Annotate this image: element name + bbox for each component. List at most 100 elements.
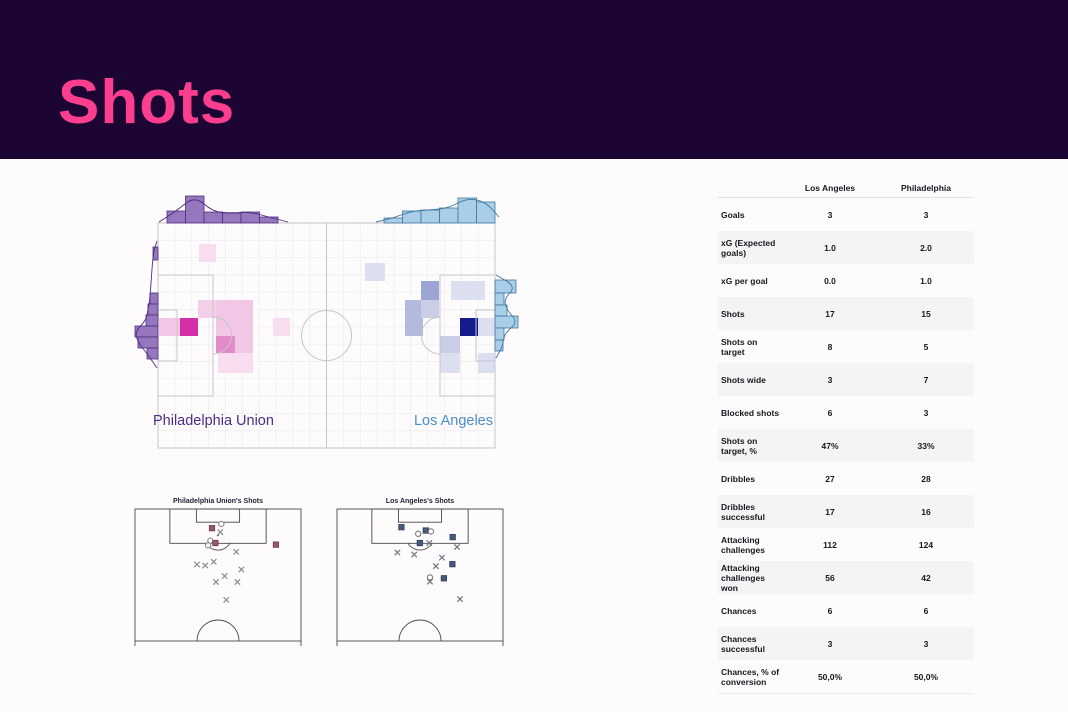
stat-value-los-angeles: 3 (827, 209, 833, 220)
home-team-label: Philadelphia Union (153, 413, 274, 429)
table-row: xG per goal 0.0 1.0 (718, 264, 974, 297)
stat-label: Dribbles successful (721, 501, 765, 522)
shot-marker-blocked (449, 561, 456, 568)
stat-label: Goals (721, 209, 745, 220)
shot-marker-miss (233, 548, 240, 556)
shot-marker-blocked (422, 527, 429, 534)
stat-label: xG (Expected goals) (721, 237, 776, 258)
stats-table-body: Goals 3 3 xG (Expected goals) 1.0 2.0 xG per g… (718, 198, 974, 693)
stat-value-philadelphia: 3 (923, 638, 929, 649)
shot-map-title: Philadelphia Union's Shots (173, 498, 263, 505)
stat-value-philadelphia: 124 (918, 539, 934, 550)
shot-marker-miss (426, 578, 434, 585)
shot-marker-miss (202, 562, 209, 569)
stat-value-philadelphia: 7 (923, 374, 929, 385)
heatmap-cell-la (421, 281, 439, 300)
stat-label: Attacking challenges (721, 534, 765, 555)
stat-value-philadelphia: 6 (923, 605, 929, 616)
shot-marker-goal (415, 530, 422, 537)
table-row: Chances 6 6 (718, 594, 974, 627)
stat-value-los-angeles: 3 (827, 638, 833, 649)
table-row: xG (Expected goals) 1.0 2.0 (718, 231, 974, 264)
stat-value-los-angeles: 8 (827, 341, 833, 352)
stat-label: Shots wide (721, 374, 766, 385)
table-row: Dribbles successful 17 16 (718, 495, 974, 528)
shot-marker-goal (427, 528, 435, 535)
heatmap-cell-la (478, 318, 495, 336)
shot-marker-goal (426, 574, 434, 581)
shot-marker-miss (210, 558, 217, 565)
heatmap-cell-la (478, 353, 495, 373)
heatmap-cell-la (405, 318, 423, 336)
away-shot-map: Los Angeles's Shots (336, 498, 504, 646)
stats-table-header: Los Angeles Philadelphia (718, 178, 974, 198)
histogram-top-home (158, 195, 289, 224)
stat-value-los-angeles: 17 (825, 506, 835, 517)
stat-value-philadelphia: 16 (921, 506, 931, 517)
stat-value-los-angeles: 6 (827, 605, 833, 616)
shot-marker-blocked (449, 534, 456, 541)
stat-value-los-angeles: 50,0% (817, 671, 843, 682)
stat-label: Chances successful (721, 633, 765, 654)
stat-label: Chances (721, 605, 757, 616)
stat-value-los-angeles: 56 (825, 572, 835, 583)
stat-value-philadelphia: 2.0 (920, 242, 932, 253)
heatmap-cell-la (365, 263, 385, 281)
shot-marker-miss (234, 578, 241, 586)
stat-value-philadelphia: 1.0 (920, 275, 932, 286)
stat-header-los-angeles: Los Angeles (804, 182, 856, 193)
away-team-label: Los Angeles (414, 413, 493, 429)
stat-value-los-angeles: 0.0 (824, 275, 836, 286)
stat-value-philadelphia: 50,0% (913, 671, 939, 682)
stat-value-philadelphia: 5 (923, 341, 929, 352)
heatmap-cell-la (451, 281, 485, 300)
table-row: Chances, % of conversion 50,0% 50,0% (718, 660, 974, 693)
table-row: Shots on target 8 5 (718, 330, 974, 363)
heatmap-cell-phi (159, 318, 180, 336)
shot-marker-blocked (272, 541, 280, 548)
stat-value-los-angeles: 112 (823, 539, 837, 550)
table-row: Dribbles 27 28 (718, 462, 974, 495)
stat-label: Shots on target (721, 336, 758, 357)
heatmap-cell-la (440, 336, 460, 353)
home-shot-map: Philadelphia Union's Shots (134, 498, 302, 646)
stat-header-philadelphia: Philadelphia (900, 182, 952, 193)
heatmap-cell-phi (199, 244, 216, 262)
stat-label: Blocked shots (721, 407, 780, 418)
table-row: Blocked shots 6 3 (718, 396, 974, 429)
table-row: Shots wide 3 7 (718, 363, 974, 396)
table-row: Shots on target, % 47% 33% (718, 429, 974, 462)
shot-marker-miss (217, 528, 224, 536)
stat-value-philadelphia: 3 (923, 407, 929, 418)
heatmap-cell-phi (218, 353, 253, 373)
shot-marker-blocked (212, 539, 219, 547)
shot-marker-miss (223, 596, 230, 603)
heatmap-cell-la (421, 300, 439, 318)
half-pitch-lines (336, 508, 504, 646)
heatmap-cell-phi (198, 300, 216, 318)
stat-label: Attacking challenges won (721, 562, 765, 593)
shot-marker-miss (212, 578, 220, 586)
shot-marker-miss (394, 549, 401, 556)
shot-marker-miss (221, 572, 228, 580)
shot-marker-blocked (398, 524, 405, 531)
heatmap-cell-la (460, 318, 478, 336)
stat-value-los-angeles: 3 (827, 374, 833, 385)
stat-label: xG per goal (721, 275, 768, 286)
histogram-top-away (375, 197, 500, 224)
table-row: Chances successful 3 3 (718, 627, 974, 660)
shot-marker-goal (204, 542, 212, 549)
shot-zones-joint-plot: Philadelphia Union Los Angeles (134, 195, 519, 449)
heatmap-cell-phi (216, 336, 235, 353)
shot-marker-miss (432, 563, 440, 570)
stat-value-los-angeles: 6 (827, 407, 833, 418)
heatmap-cell-phi (235, 336, 253, 353)
shot-marker-blocked (440, 575, 448, 582)
table-row: Attacking challenges 112 124 (718, 528, 974, 561)
heatmap-cell-phi (273, 318, 290, 336)
shot-marker-blocked (416, 539, 423, 547)
page-header: Shots (0, 0, 1068, 159)
stat-value-los-angeles: 1.0 (824, 242, 836, 253)
shot-marker-miss (456, 596, 464, 603)
